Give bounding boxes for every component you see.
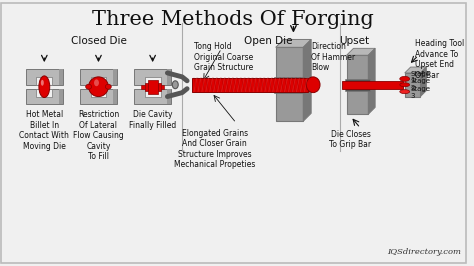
Ellipse shape	[39, 76, 50, 98]
Ellipse shape	[89, 77, 109, 97]
Text: Die Cavity
Finally Filled: Die Cavity Finally Filled	[129, 110, 176, 130]
FancyBboxPatch shape	[167, 69, 171, 85]
FancyBboxPatch shape	[134, 89, 171, 105]
Text: Hot Metal
Billet In
Contact With
Moving Die: Hot Metal Billet In Contact With Moving …	[19, 110, 69, 151]
FancyBboxPatch shape	[161, 85, 164, 89]
Ellipse shape	[400, 90, 410, 94]
FancyBboxPatch shape	[274, 77, 305, 93]
Text: Open Die: Open Die	[244, 36, 292, 45]
FancyBboxPatch shape	[342, 81, 403, 89]
FancyBboxPatch shape	[276, 47, 303, 121]
FancyBboxPatch shape	[405, 73, 420, 97]
FancyBboxPatch shape	[91, 89, 106, 97]
FancyBboxPatch shape	[346, 55, 368, 114]
Ellipse shape	[400, 83, 410, 87]
Ellipse shape	[173, 81, 178, 89]
Text: Upset: Upset	[339, 36, 370, 45]
FancyBboxPatch shape	[36, 77, 52, 85]
Ellipse shape	[105, 84, 111, 89]
FancyBboxPatch shape	[113, 89, 117, 105]
FancyBboxPatch shape	[59, 89, 63, 105]
FancyBboxPatch shape	[80, 89, 117, 105]
FancyBboxPatch shape	[26, 69, 63, 85]
FancyBboxPatch shape	[145, 83, 161, 91]
Text: Closed Die: Closed Die	[71, 36, 127, 45]
Text: Restriction
Of Lateral
Flow Causing
Cavity
To Fill: Restriction Of Lateral Flow Causing Cavi…	[73, 110, 124, 161]
Text: Direction
Of Hammer
Blow: Direction Of Hammer Blow	[311, 42, 356, 72]
FancyBboxPatch shape	[134, 69, 171, 85]
FancyBboxPatch shape	[148, 80, 157, 94]
Text: Three Methods Of Forging: Three Methods Of Forging	[92, 10, 374, 29]
Text: Die Closes
To Grip Bar: Die Closes To Grip Bar	[329, 130, 372, 149]
Ellipse shape	[306, 77, 320, 93]
FancyBboxPatch shape	[91, 77, 106, 85]
Polygon shape	[346, 48, 375, 55]
Text: Stage
2: Stage 2	[410, 78, 430, 91]
Text: Elongated Grains
And Closer Grain
Structure Improves
Mechanical Propeties: Elongated Grains And Closer Grain Struct…	[174, 129, 255, 169]
Ellipse shape	[400, 76, 410, 81]
Ellipse shape	[86, 84, 91, 89]
FancyBboxPatch shape	[36, 89, 52, 97]
Polygon shape	[303, 39, 311, 121]
FancyBboxPatch shape	[145, 77, 161, 85]
FancyBboxPatch shape	[1, 3, 466, 263]
Polygon shape	[405, 67, 427, 73]
FancyBboxPatch shape	[345, 79, 370, 91]
FancyBboxPatch shape	[59, 69, 63, 85]
FancyBboxPatch shape	[167, 89, 171, 105]
FancyBboxPatch shape	[80, 69, 117, 85]
Ellipse shape	[94, 79, 99, 86]
Polygon shape	[420, 67, 427, 97]
FancyBboxPatch shape	[26, 89, 63, 105]
Text: Stage
3: Stage 3	[410, 86, 430, 99]
FancyBboxPatch shape	[145, 89, 161, 97]
Text: IQSdirectory.com: IQSdirectory.com	[387, 248, 461, 256]
Polygon shape	[276, 39, 311, 47]
FancyBboxPatch shape	[113, 69, 117, 85]
Ellipse shape	[41, 80, 44, 86]
Text: Heading Tool
Advance To
Upset End
Of Bar: Heading Tool Advance To Upset End Of Bar	[415, 39, 464, 80]
Text: Tong Hold
Original Coarse
Grain Structure: Tong Hold Original Coarse Grain Structur…	[194, 42, 253, 72]
FancyBboxPatch shape	[141, 85, 145, 89]
Text: Stage
1: Stage 1	[410, 70, 430, 83]
FancyBboxPatch shape	[192, 78, 308, 92]
Polygon shape	[368, 48, 375, 114]
